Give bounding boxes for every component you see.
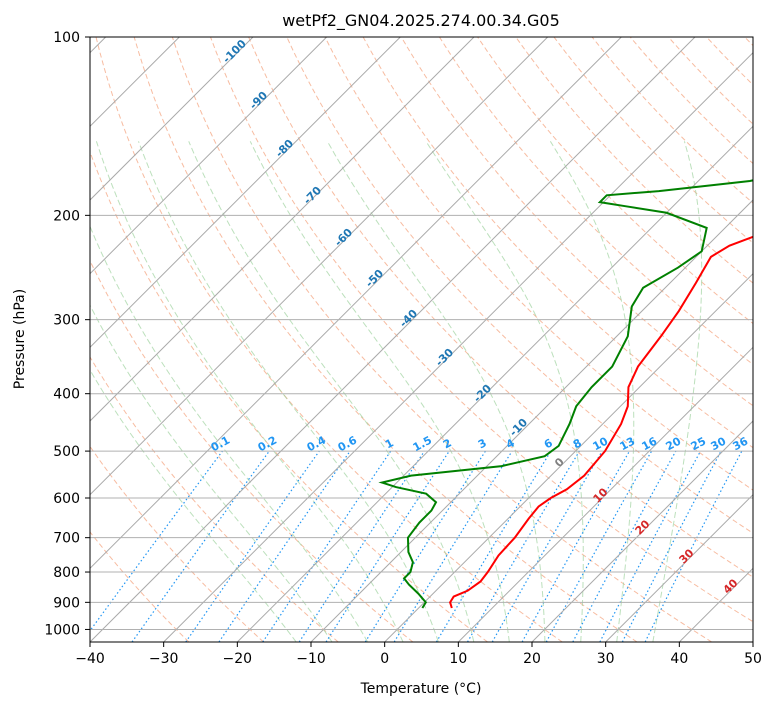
dry-adiabat — [286, 37, 753, 534]
dry-adiabat — [591, 37, 753, 204]
mixing-ratio-label: 36 — [731, 434, 751, 453]
dry-adiabat — [439, 37, 753, 365]
y-tick-label: 1000 — [44, 622, 80, 638]
x-axis-label: Temperature (°C) — [360, 681, 482, 697]
isotherm — [90, 37, 328, 275]
mixing-ratio-line — [435, 450, 552, 642]
isotherm — [90, 37, 401, 349]
dry-adiabat — [171, 37, 712, 642]
x-tick-label: −40 — [75, 651, 105, 667]
chart-title: wetPf2_GN04.2025.274.00.34.G05 — [282, 11, 560, 31]
dry-adiabat — [553, 37, 753, 244]
y-tick-label: 500 — [53, 444, 80, 460]
isotherm — [163, 51, 753, 642]
moist-adiabat — [90, 369, 297, 642]
y-tick-label: 100 — [53, 30, 80, 46]
moist-adiabat — [549, 141, 635, 642]
plot-frame — [89, 36, 754, 643]
dewpoint-line — [378, 179, 753, 609]
mixing-ratio-line — [185, 450, 320, 642]
mixing-ratio-line — [466, 450, 580, 642]
isotherm — [752, 641, 753, 642]
dry-adiabat — [133, 37, 638, 642]
isotherm — [90, 37, 622, 570]
mixing-ratio-line — [90, 450, 223, 632]
moist-adiabat — [188, 141, 475, 642]
y-axis-ticks: 100 200 300 400 500 600 700 800 900 1000 — [44, 30, 90, 638]
mixing-ratio-line — [572, 450, 677, 642]
moist-adiabat — [425, 141, 584, 642]
mixing-ratio-label: 25 — [689, 435, 709, 454]
y-tick-label: 300 — [53, 313, 80, 329]
isotherm — [310, 199, 753, 642]
profile-lines — [378, 179, 753, 609]
y-tick-label: 600 — [53, 491, 80, 507]
dry-adiabat — [400, 37, 753, 407]
mixing-ratio-label: 13 — [618, 435, 638, 454]
mixing-ratio-line — [131, 450, 270, 642]
mixing-ratio-line — [364, 450, 486, 642]
x-tick-label: 50 — [744, 651, 762, 667]
isotherm — [90, 37, 549, 496]
x-tick-label: −10 — [296, 651, 326, 667]
plot-background — [90, 37, 753, 642]
moist-adiabat — [652, 141, 703, 642]
moist-adiabat — [90, 304, 333, 642]
x-tick-label: 10 — [449, 651, 467, 667]
x-tick-label: −30 — [149, 651, 179, 667]
isotherm — [457, 346, 753, 642]
background-lines — [90, 37, 753, 642]
mixing-ratio-line — [325, 450, 450, 642]
y-tick-label: 800 — [53, 565, 80, 581]
isotherm — [236, 125, 753, 642]
temperature-line — [449, 235, 753, 609]
dry-adiabat — [90, 531, 190, 642]
dry-adiabat — [210, 37, 753, 623]
y-axis-label: Pressure (hPa) — [12, 289, 28, 389]
mixing-ratio-label: 16 — [640, 434, 660, 453]
isotherm — [90, 37, 254, 201]
mixing-ratio-label: 30 — [709, 434, 729, 453]
moist-adiabat — [90, 225, 369, 642]
y-tick-label: 400 — [53, 387, 80, 403]
y-tick-label: 900 — [53, 595, 80, 611]
dry-adiabat — [324, 37, 753, 491]
y-tick-label: 700 — [53, 531, 80, 547]
x-tick-label: 40 — [670, 651, 688, 667]
dry-adiabat — [95, 37, 563, 642]
dry-adiabat — [90, 356, 339, 642]
isotherm — [90, 37, 475, 422]
dry-adiabat — [248, 37, 753, 578]
moist-adiabat — [95, 141, 404, 642]
y-tick-label: 200 — [53, 208, 80, 224]
x-tick-label: 20 — [523, 651, 541, 667]
x-tick-label: −20 — [223, 651, 253, 667]
mixing-ratio-line — [491, 450, 603, 642]
isotherm — [605, 493, 753, 642]
isotherm — [531, 420, 753, 642]
isotherm — [90, 37, 696, 642]
isotherm — [384, 272, 753, 642]
x-tick-label: 30 — [597, 651, 615, 667]
dry-adiabat — [90, 150, 488, 642]
mixing-ratio-line — [521, 450, 631, 642]
mixing-ratio-label: 20 — [664, 434, 684, 453]
mixing-ratio-line — [393, 450, 513, 642]
x-axis-ticks: −40 −30 −20 −10 0 10 20 30 40 50 — [75, 642, 762, 667]
x-tick-label: 0 — [380, 651, 389, 667]
moist-adiabat — [138, 141, 439, 642]
dry-adiabat — [477, 37, 753, 325]
mixing-ratio-line — [218, 450, 351, 642]
mixing-ratio-label: 10 — [591, 434, 611, 453]
pressure-gridlines — [90, 37, 753, 630]
moist-adiabat — [326, 141, 546, 642]
